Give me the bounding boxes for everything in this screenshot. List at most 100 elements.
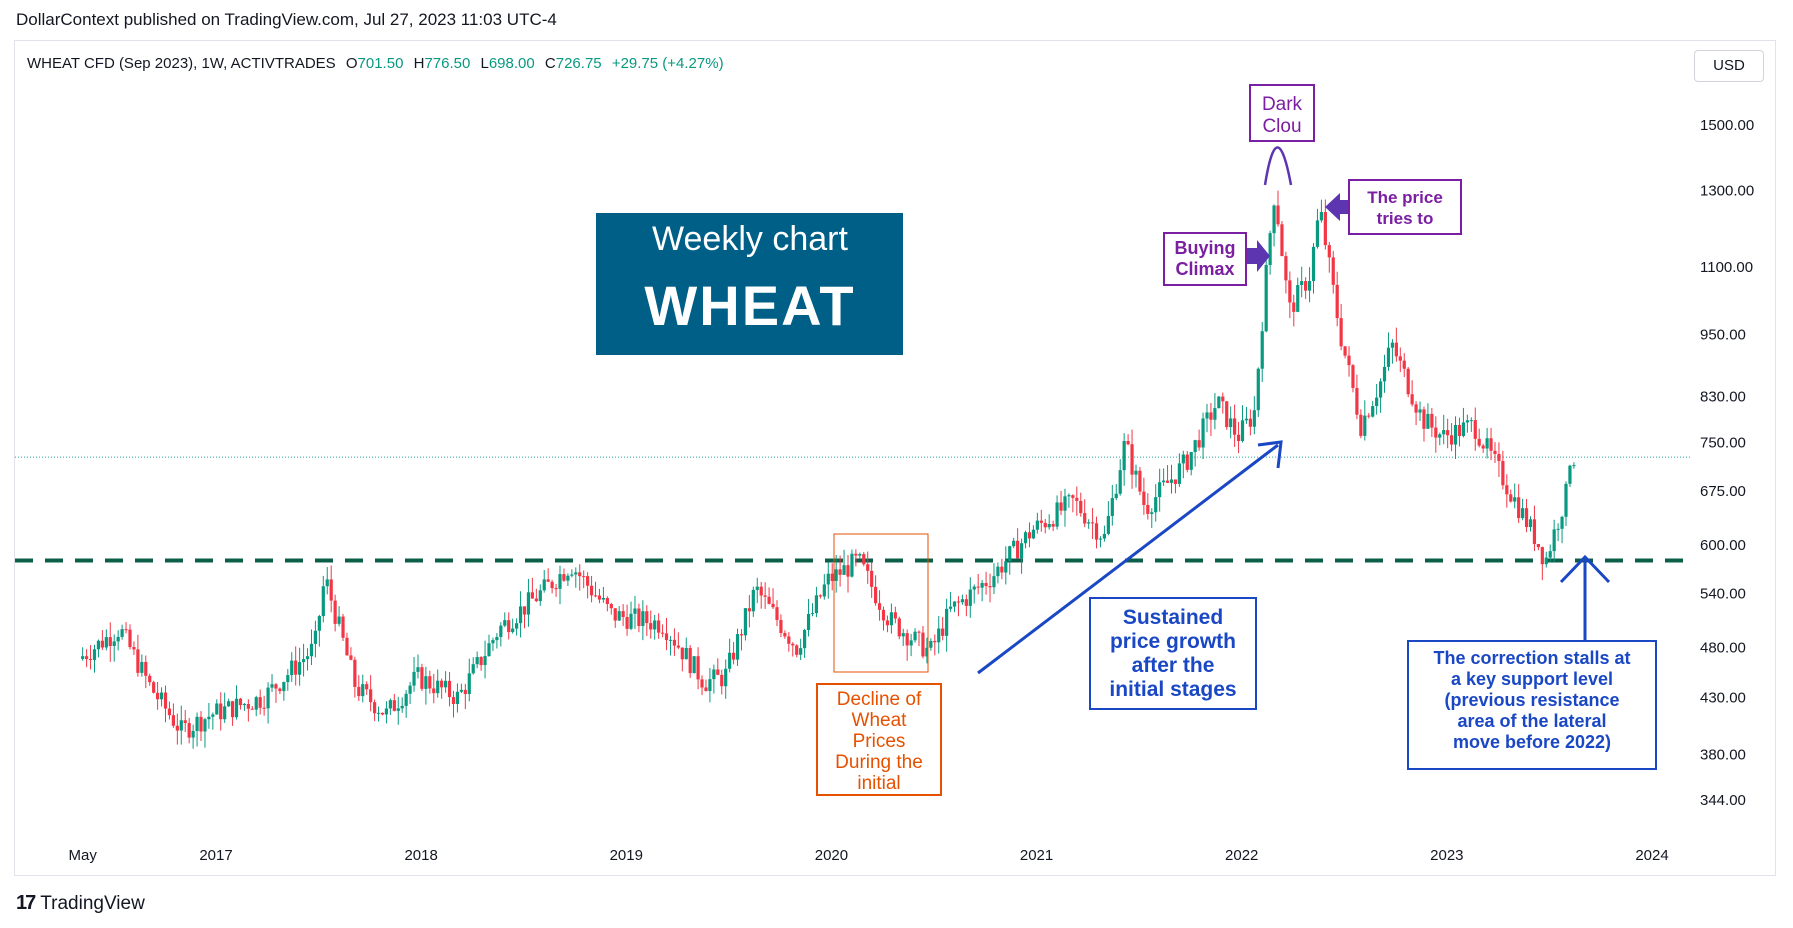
candle-body — [392, 700, 396, 711]
candle-body — [1217, 396, 1221, 409]
candle-body — [1063, 496, 1067, 511]
candle-body — [92, 649, 97, 660]
candle — [1248, 409, 1252, 436]
candle — [467, 658, 471, 702]
symbol-name[interactable]: WHEAT CFD (Sep 2023), 1W, ACTIVTRADES — [27, 55, 336, 72]
candle — [554, 584, 558, 597]
candle-body — [905, 633, 909, 646]
candle-body — [396, 708, 400, 711]
candle — [301, 643, 306, 677]
candle — [933, 634, 937, 656]
candle-body — [1430, 413, 1434, 428]
candle — [104, 629, 108, 651]
candle — [132, 641, 136, 656]
candle — [795, 644, 799, 658]
candle-body — [885, 620, 890, 626]
candle — [1185, 450, 1189, 473]
candle — [1189, 451, 1193, 476]
candle-body — [124, 629, 128, 631]
candle — [1225, 401, 1229, 430]
candle — [968, 577, 972, 618]
candle — [739, 629, 744, 651]
candle — [988, 573, 992, 603]
high-value: 776.50 — [424, 55, 471, 72]
candle-body — [1138, 470, 1142, 492]
candle — [1347, 346, 1351, 377]
candle-body — [743, 608, 748, 636]
candle — [720, 669, 724, 695]
candle — [1505, 474, 1509, 508]
candle-body — [637, 608, 641, 626]
candle-body — [140, 661, 144, 673]
candle — [1051, 520, 1055, 532]
candle — [1465, 414, 1469, 433]
candle — [207, 702, 211, 729]
candle-body — [262, 707, 266, 709]
candle — [211, 712, 215, 730]
candle — [1268, 230, 1272, 275]
candle — [227, 698, 231, 707]
candle-body — [341, 616, 345, 638]
candle-body — [601, 597, 606, 600]
candle-body — [1402, 360, 1406, 369]
candle — [1426, 403, 1430, 429]
candle-body — [270, 684, 274, 688]
candle-body — [593, 595, 598, 597]
candle — [159, 687, 164, 707]
open-value: 701.50 — [357, 55, 404, 72]
candle — [518, 591, 523, 638]
candle-body — [1110, 498, 1114, 516]
candle-body — [1390, 342, 1395, 348]
candle-body — [1165, 480, 1170, 483]
candle-body — [838, 569, 842, 575]
candle — [365, 681, 369, 695]
candle — [917, 630, 921, 647]
candle-body — [1197, 440, 1201, 448]
candle-body — [1090, 522, 1095, 524]
candle-body — [1323, 212, 1327, 246]
candle — [566, 573, 570, 586]
candle-body — [791, 643, 795, 646]
candle — [1146, 493, 1150, 520]
candle — [1016, 528, 1020, 559]
candle — [1035, 512, 1039, 534]
candle — [629, 601, 633, 631]
candle — [649, 610, 653, 639]
price-axis[interactable]: 1500.00 1300.00 1100.00 950.00 830.00 750.00 6… — [1700, 117, 1754, 809]
candle — [1477, 428, 1481, 448]
candle — [589, 575, 594, 603]
candle — [1363, 400, 1367, 441]
time-axis[interactable]: May 2017 2018 2019 2020 2021 2022 2023 2024 — [68, 847, 1668, 864]
candle — [1090, 508, 1095, 539]
candle — [1355, 374, 1359, 420]
candle — [1039, 509, 1043, 532]
candle-body — [542, 579, 546, 591]
candle-body — [1363, 415, 1367, 436]
candle — [972, 584, 976, 604]
candle — [357, 675, 361, 702]
candle-body — [716, 669, 720, 675]
candle — [424, 666, 428, 705]
candle-body — [294, 660, 298, 675]
candle-body — [298, 662, 302, 675]
candle-body — [972, 586, 976, 590]
candle — [775, 600, 779, 627]
candle-body — [570, 574, 574, 576]
candle-body — [499, 625, 503, 637]
candle-body — [976, 586, 980, 588]
currency-button[interactable]: USD — [1694, 50, 1764, 82]
candle — [353, 656, 357, 698]
candle-body — [1004, 561, 1008, 573]
candle-body — [1256, 368, 1260, 411]
candle — [1572, 462, 1576, 469]
candle-body — [108, 637, 112, 647]
candle — [1260, 321, 1264, 382]
y-tick-label: 1100.00 — [1700, 259, 1753, 276]
candle — [1169, 464, 1174, 494]
candle-body — [1544, 557, 1548, 565]
candle-body — [1355, 387, 1359, 415]
candle-body — [1185, 454, 1189, 470]
candle-body — [388, 700, 392, 709]
candle — [866, 551, 870, 584]
